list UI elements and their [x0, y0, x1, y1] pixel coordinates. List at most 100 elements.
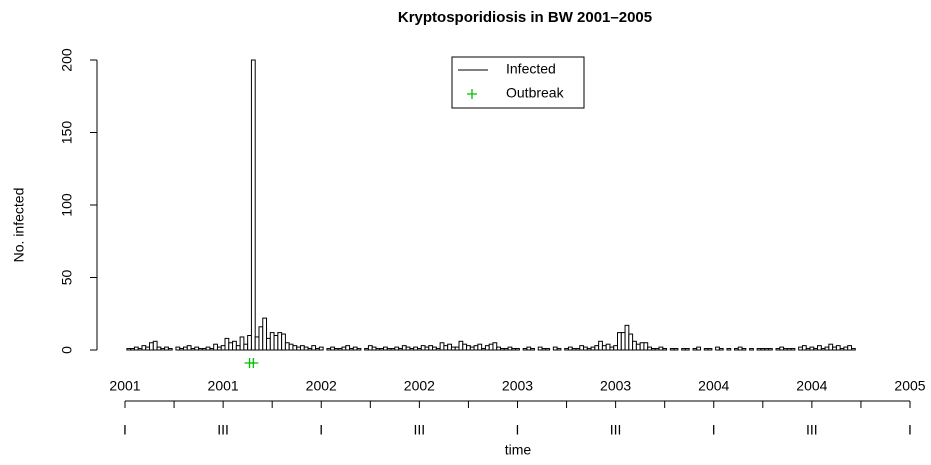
bar: [801, 345, 807, 351]
bar: [832, 346, 837, 351]
bar: [726, 348, 732, 351]
x-tick-label: III: [610, 422, 622, 438]
bar: [341, 346, 347, 351]
bar: [281, 333, 286, 351]
bar: [635, 343, 641, 351]
bar: [477, 343, 483, 351]
bar: [669, 348, 675, 351]
bar: [564, 348, 569, 351]
bar: [817, 345, 822, 351]
bar: [658, 346, 664, 351]
bar: [235, 345, 241, 351]
bar: [496, 346, 502, 351]
bar: [330, 346, 335, 351]
bar: [277, 332, 283, 351]
bar: [326, 348, 332, 351]
bar: [266, 337, 271, 351]
bar: [556, 348, 562, 351]
bar: [492, 342, 498, 351]
bar: [398, 348, 403, 351]
bar: [152, 340, 158, 351]
bar: [337, 348, 343, 351]
bar: [503, 348, 509, 351]
bar: [609, 346, 615, 351]
bar: [228, 342, 234, 351]
bar: [349, 348, 354, 351]
bar: [515, 348, 520, 351]
bar: [654, 348, 660, 351]
bar: [662, 348, 668, 351]
bar: [696, 346, 702, 351]
bar: [628, 333, 634, 351]
bar: [149, 342, 154, 351]
bar: [673, 348, 679, 351]
bar: [232, 340, 237, 351]
bar: [198, 348, 203, 351]
x-tick-label: 2001: [208, 378, 239, 394]
bar: [130, 348, 135, 351]
bar: [454, 346, 460, 351]
x-tick-label: I: [712, 422, 716, 438]
legend-box: [451, 56, 585, 109]
x-axis-title: time: [505, 442, 532, 458]
bar: [798, 346, 803, 351]
bar: [318, 346, 324, 351]
bar: [783, 348, 788, 351]
bar: [779, 346, 785, 351]
x-tick-label: III: [806, 422, 818, 438]
bar: [473, 345, 479, 351]
bar: [315, 348, 320, 351]
bar: [179, 348, 184, 351]
bar: [586, 348, 592, 351]
bar: [707, 348, 713, 351]
bar: [303, 346, 309, 351]
bar: [681, 348, 686, 351]
bar: [737, 346, 743, 351]
bar: [439, 342, 445, 351]
bar: [537, 346, 543, 351]
bar: [813, 348, 819, 351]
bar: [250, 59, 256, 351]
bar: [839, 348, 845, 351]
bar: [571, 348, 577, 351]
bar: [820, 348, 826, 351]
bar: [296, 346, 301, 351]
bar: [458, 340, 464, 351]
bar: [639, 342, 645, 351]
bar: [273, 335, 279, 351]
bar: [216, 346, 222, 351]
legend-label: Outbreak: [506, 85, 565, 101]
legend-marker: [467, 89, 477, 99]
bar: [790, 348, 796, 351]
bar: [507, 346, 513, 351]
bar: [243, 343, 249, 351]
bar: [175, 346, 181, 351]
bar: [851, 348, 856, 351]
bar: [383, 346, 388, 351]
bar: [575, 348, 581, 351]
bar: [145, 346, 151, 351]
bar: [424, 346, 430, 351]
bar: [269, 332, 275, 351]
bar: [684, 348, 690, 351]
bar: [594, 345, 600, 351]
bar: [443, 345, 449, 351]
bar: [552, 346, 558, 351]
bar: [567, 346, 573, 351]
bar: [160, 348, 166, 351]
bar: [220, 345, 226, 351]
x-tick-label: 2004: [796, 378, 827, 394]
bar: [692, 348, 698, 351]
bar: [390, 348, 396, 351]
bar: [201, 348, 207, 351]
bar: [190, 348, 196, 351]
bar: [333, 348, 339, 351]
bar: [469, 346, 475, 351]
bar: [756, 348, 762, 351]
bar: [526, 346, 532, 351]
bar: [133, 346, 139, 351]
y-tick-label: 200: [59, 48, 75, 72]
bar: [511, 348, 517, 351]
bar: [601, 345, 607, 351]
bar: [126, 348, 132, 351]
